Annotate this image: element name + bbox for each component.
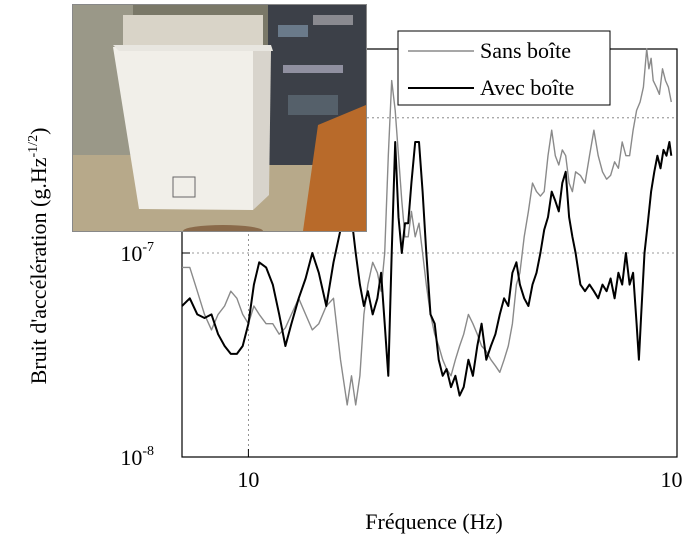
inset-photo [72,4,367,232]
y-tick-label: 10-8 [120,444,154,470]
y-tick-label: 10-7 [120,240,154,266]
x-axis-ticks: 10 100 [237,449,682,492]
x-axis-label: Fréquence (Hz) [365,509,502,534]
series-line-avec-boite [181,141,673,397]
inset-photo-drawing [73,5,366,231]
y-axis-label: Bruit d'accélération (g.Hz-1/2) [26,128,51,385]
x-tick-label: 100 [661,467,682,492]
y-axis-label-main: Bruit d'accélération (g.Hz [26,157,51,384]
legend-label-sans-boite: Sans boîte [480,38,571,63]
series-group [181,48,673,406]
y-axis-ticks: 10-8 10-7 [120,240,190,470]
y-axis-label-exponent: -1/2 [26,135,41,158]
x-tick-label: 10 [237,467,259,492]
y-axis-label-close: ) [26,128,51,135]
series-line-sans-boite [182,48,672,406]
legend: Sans boîte Avec boîte [397,30,611,106]
legend-label-avec-boite: Avec boîte [480,75,574,100]
legend-box [397,30,611,106]
